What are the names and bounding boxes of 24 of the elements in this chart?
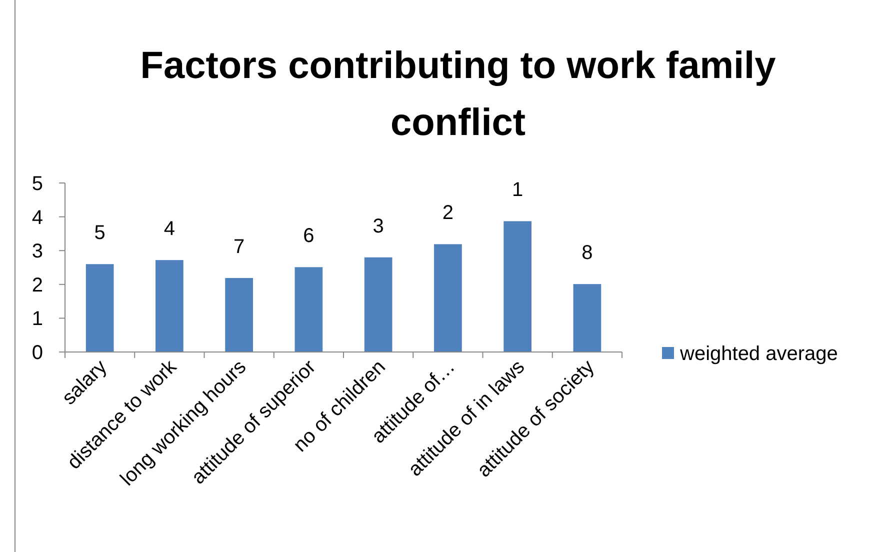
annotation: 6 (303, 225, 314, 248)
y-tick-label: 4 (32, 206, 43, 229)
y-tick-label: 2 (32, 274, 43, 296)
chart-title: Factors contributing to work family conflict (140, 45, 776, 144)
y-tick-label: 5 (32, 173, 43, 195)
bar (573, 284, 602, 352)
legend-label: weighted average (679, 343, 838, 365)
y-tick-label: 3 (32, 240, 43, 263)
annotation: 4 (164, 218, 175, 240)
bar (156, 260, 184, 352)
bar (294, 267, 323, 352)
annotation: 5 (94, 222, 106, 244)
annotation: 7 (234, 236, 245, 258)
annotation: 1 (512, 179, 524, 202)
annotation: 2 (442, 202, 454, 224)
bar (86, 264, 114, 352)
bar (434, 244, 462, 352)
annotation: 3 (372, 215, 384, 238)
y-tick-label: 1 (32, 308, 43, 330)
bar (225, 278, 253, 352)
y-tick-label: 0 (32, 342, 43, 364)
annotation: 8 (582, 242, 593, 264)
bar (364, 257, 392, 352)
bar (504, 221, 532, 352)
